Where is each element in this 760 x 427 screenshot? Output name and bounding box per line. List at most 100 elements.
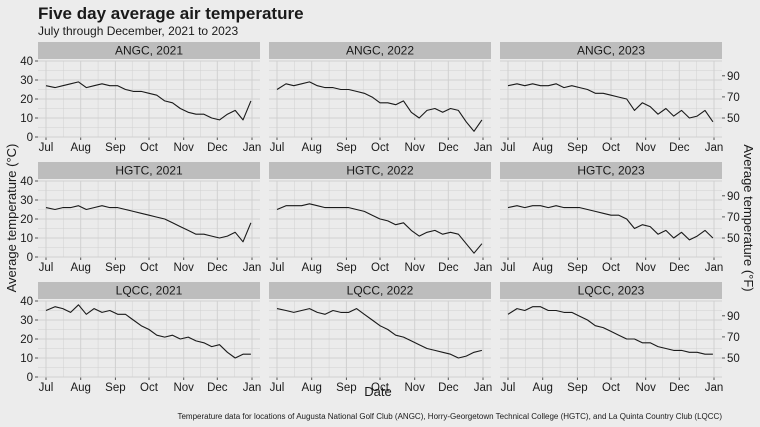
panel-3-x-tick: Jul <box>39 262 54 274</box>
panel-0-x-tick: Aug <box>70 142 90 154</box>
panel-8-x-tick: Dec <box>669 382 690 394</box>
panel-2-x-tick: Nov <box>635 142 656 154</box>
panel-8-y2-tick: 90 <box>727 311 740 323</box>
panel-0-y-tick: 10 <box>20 113 33 125</box>
panel-3-x-tick: Dec <box>207 262 228 274</box>
panel-1-strip <box>269 42 491 59</box>
panel-7-series-line <box>276 308 483 359</box>
panel-5-y2-tick: 50 <box>727 233 740 245</box>
panel-1-x-tick: Jul <box>270 142 285 154</box>
panel-2-x-tick: Oct <box>602 142 621 154</box>
panel-5-y2-tick: 90 <box>727 191 740 203</box>
panel-6-x-tick: Sep <box>105 382 125 394</box>
panel-7-x-tick: Jul <box>270 382 285 394</box>
panel-4-strip-label: HGTC, 2022 <box>346 164 414 178</box>
panel-8-x-tick: Nov <box>635 382 656 394</box>
panel-7-x-tick: Sep <box>336 382 356 394</box>
panel-6-y-tick: 20 <box>20 334 33 346</box>
panel-2-strip <box>500 42 722 59</box>
panels: ANGC, 2021 Jul Aug Sep Oct Nov Dec Jan 0 10 20 30 40… <box>20 42 740 394</box>
panel-8-x-tick: Aug <box>532 382 552 394</box>
panel-0-strip <box>38 42 260 59</box>
panel-0-y-tick: 20 <box>20 94 33 106</box>
panel-8-x-tick: Sep <box>567 382 587 394</box>
panel-5-x-tick: Jul <box>501 262 516 274</box>
chart-subtitle: July through December, 2021 to 2023 <box>38 24 238 38</box>
x-axis-title: Date <box>364 384 391 399</box>
panel-4-x-tick: Sep <box>336 262 356 274</box>
panel-6-y-tick: 30 <box>20 315 33 327</box>
panel-3-x-tick: Nov <box>173 262 194 274</box>
panel-7-x-tick: Nov <box>404 382 425 394</box>
panel-7-x-tick: Dec <box>438 382 459 394</box>
panel-4-x-tick: Jan <box>474 262 493 274</box>
panel-3-x-tick: Aug <box>70 262 90 274</box>
panel-6-strip-label: LQCC, 2021 <box>116 284 183 298</box>
panel-0-x-tick: Sep <box>105 142 125 154</box>
panel-6-x-tick: Nov <box>173 382 194 394</box>
panel-1-x-tick: Jan <box>474 142 493 154</box>
panel-2-x-tick: Jan <box>705 142 724 154</box>
panel-6-x-tick: Aug <box>70 382 90 394</box>
panel-6-x-tick: Dec <box>207 382 228 394</box>
panel-8-x-tick: Jul <box>501 382 516 394</box>
panel-1-x-tick: Sep <box>336 142 356 154</box>
panel-4-x-tick: Aug <box>301 262 321 274</box>
panel-6-x-tick: Jul <box>39 382 54 394</box>
panel-5-strip <box>500 162 722 179</box>
panel-3-y-tick: 10 <box>20 233 33 245</box>
panel-8-strip <box>500 282 722 299</box>
panel-6-y-tick: 10 <box>20 353 33 365</box>
panel-3-x-tick: Sep <box>105 262 125 274</box>
panel-5-x-tick: Oct <box>602 262 621 274</box>
panel-0-series-line <box>45 81 252 121</box>
panel-1-series-line <box>276 81 483 132</box>
panel-7-x-tick: Oct <box>371 382 390 394</box>
panel-6-y-tick: 40 <box>20 296 33 308</box>
chart-title: Five day average air temperature <box>38 4 304 23</box>
panel-3-y-tick: 40 <box>20 176 33 188</box>
panel-3-strip <box>38 162 260 179</box>
panel-8-strip-label: LQCC, 2023 <box>578 284 645 298</box>
panel-0-y-tick: 0 <box>27 132 33 144</box>
panel-3-x-tick: Jan <box>243 262 262 274</box>
panel-0-x-tick: Jan <box>243 142 262 154</box>
panel-2-x-tick: Jul <box>501 142 516 154</box>
panel-7-strip <box>269 282 491 299</box>
panel-3-y-tick: 20 <box>20 214 33 226</box>
panel-1-x-tick: Aug <box>301 142 321 154</box>
panel-3-y-tick: 0 <box>27 252 33 264</box>
panel-5-strip-label: HGTC, 2023 <box>577 164 645 178</box>
panel-6-series-line <box>45 304 251 359</box>
panel-6-strip <box>38 282 260 299</box>
panel-2-y2-tick: 70 <box>727 92 740 104</box>
panel-5-x-tick: Aug <box>532 262 552 274</box>
panel-3-strip-label: HGTC, 2021 <box>115 164 183 178</box>
panel-5-x-tick: Dec <box>669 262 690 274</box>
panel-0-x-tick: Jul <box>39 142 54 154</box>
panel-2-y2-tick: 50 <box>727 113 740 125</box>
panel-7-strip-label: LQCC, 2022 <box>347 284 414 298</box>
panel-0-y-tick: 30 <box>20 75 33 87</box>
panel-8-x-tick: Jan <box>705 382 724 394</box>
panel-6-x-tick: Oct <box>140 382 159 394</box>
panel-2-series-line <box>507 83 714 123</box>
panel-4-strip <box>269 162 491 179</box>
panel-5-series-line <box>507 205 714 241</box>
panel-0-x-tick: Nov <box>173 142 194 154</box>
panel-8-x-tick: Oct <box>602 382 621 394</box>
panel-6-y-tick: 0 <box>27 372 33 384</box>
panel-6-x-tick: Jan <box>243 382 262 394</box>
panel-1-x-tick: Nov <box>404 142 425 154</box>
panel-7-x-tick: Jan <box>474 382 493 394</box>
panel-1-x-tick: Dec <box>438 142 459 154</box>
panel-8-y2-tick: 70 <box>727 332 740 344</box>
panel-4-x-tick: Oct <box>371 262 390 274</box>
panel-2-x-tick: Dec <box>669 142 690 154</box>
panel-0-strip-label: ANGC, 2021 <box>115 44 183 58</box>
panel-3-x-tick: Oct <box>140 262 159 274</box>
panel-0-x-tick: Oct <box>140 142 159 154</box>
panel-3-y-tick: 30 <box>20 195 33 207</box>
panel-0-y-tick: 40 <box>20 56 33 68</box>
